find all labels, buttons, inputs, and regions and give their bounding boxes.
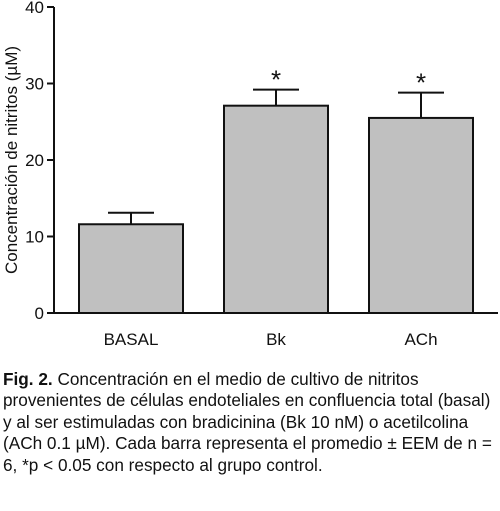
y-tick-label: 20 (25, 151, 44, 170)
figure-caption-label: Fig. 2. (3, 369, 53, 389)
bar-ach (368, 116, 474, 314)
y-tick-label: 0 (35, 304, 44, 323)
x-category-label: BASAL (104, 330, 159, 349)
chart: 0 10 20 30 40 Concentración de nitritos (µM) B… (2, 0, 498, 349)
y-tick-label: 40 (25, 0, 44, 17)
figure-caption: Fig. 2. Concentración en el medio de cul… (3, 369, 499, 476)
significance-marker: * (416, 68, 426, 98)
significance-marker: * (271, 65, 281, 95)
bar-chart-svg: 0 10 20 30 40 Concentración de nitritos (µM) B… (2, 0, 498, 349)
bar-basal (78, 223, 184, 314)
x-category-label: ACh (404, 330, 437, 349)
bar-bk (223, 104, 329, 314)
y-tick-label: 10 (25, 228, 44, 247)
figure-caption-text: Concentración en el medio de cultivo de … (3, 369, 492, 475)
x-category-label: Bk (266, 330, 286, 349)
y-axis-title: Concentración de nitritos (µM) (2, 46, 21, 274)
y-tick-label: 30 (25, 75, 44, 94)
